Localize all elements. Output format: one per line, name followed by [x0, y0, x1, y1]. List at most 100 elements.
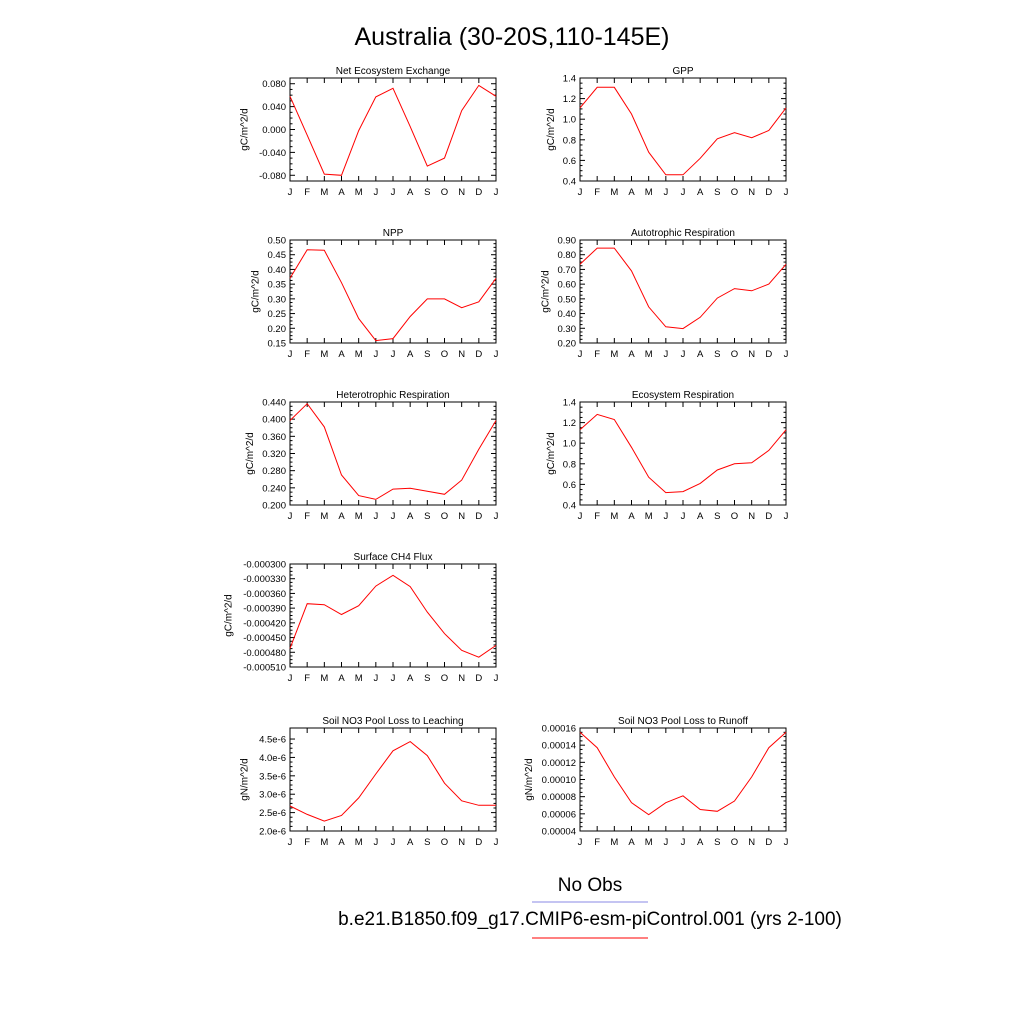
- panel-title: NPP: [383, 228, 404, 239]
- x-tick-label: S: [424, 511, 430, 522]
- x-tick-label: O: [731, 511, 738, 522]
- x-tick-label: F: [304, 349, 310, 360]
- y-tick-label: 0.280: [262, 466, 286, 477]
- x-tick-label: N: [748, 511, 755, 522]
- x-tick-label: S: [424, 349, 430, 360]
- y-tick-label: 0.20: [558, 339, 577, 350]
- x-tick-label: J: [288, 349, 293, 360]
- y-tick-label: -0.080: [259, 171, 286, 182]
- y-tick-label: -0.000300: [243, 560, 286, 571]
- plot-frame: [579, 727, 787, 832]
- x-tick-label: O: [441, 349, 448, 360]
- y-axis-label: gC/m^2/d: [540, 270, 551, 313]
- y-tick-label: 0.400: [262, 415, 286, 426]
- y-tick-label: 0.00010: [542, 775, 576, 786]
- x-tick-label: O: [731, 349, 738, 360]
- x-tick-label: S: [714, 349, 720, 360]
- x-tick-label: O: [731, 187, 738, 198]
- y-tick-label: 1.2: [563, 94, 576, 105]
- plot-frame: [579, 77, 787, 182]
- y-tick-label: 0.080: [262, 79, 286, 90]
- y-tick-label: 1.2: [563, 418, 576, 429]
- x-tick-label: J: [494, 349, 499, 360]
- x-tick-label: A: [338, 673, 345, 684]
- y-tick-label: 1.0: [563, 439, 576, 450]
- y-tick-label: -0.000450: [243, 633, 286, 644]
- x-tick-label: J: [663, 187, 668, 198]
- y-tick-label: 0.6: [563, 480, 576, 491]
- y-tick-label: -0.000390: [243, 604, 286, 615]
- y-tick-label: 0.4: [563, 501, 576, 512]
- x-tick-label: O: [441, 837, 448, 848]
- x-tick-label: A: [628, 511, 635, 522]
- y-tick-label: 0.15: [268, 339, 287, 350]
- y-tick-label: 0.90: [558, 236, 577, 247]
- panel-title: Soil NO3 Pool Loss to Leaching: [322, 716, 463, 727]
- x-tick-label: J: [373, 187, 378, 198]
- x-tick-label: M: [645, 837, 653, 848]
- legend: No Obs b.e21.B1850.f09_g17.CMIP6-esm-piC…: [338, 875, 842, 939]
- y-tick-label: 1.4: [563, 398, 576, 409]
- x-tick-label: M: [610, 187, 618, 198]
- x-tick-label: A: [407, 837, 414, 848]
- x-tick-label: O: [441, 673, 448, 684]
- series-line: [579, 86, 787, 176]
- legend-label-model: b.e21.B1850.f09_g17.CMIP6-esm-piControl.…: [338, 909, 842, 930]
- y-axis-label: gN/m^2/d: [240, 758, 251, 801]
- x-tick-label: A: [338, 187, 345, 198]
- y-tick-label: 0.00016: [542, 724, 576, 735]
- x-tick-label: M: [645, 187, 653, 198]
- x-tick-label: J: [288, 837, 293, 848]
- x-tick-label: J: [391, 511, 396, 522]
- panel-title: Autotrophic Respiration: [631, 228, 735, 239]
- y-axis-label: gC/m^2/d: [223, 594, 234, 637]
- y-tick-label: 2.5e-6: [259, 808, 286, 819]
- y-tick-label: -0.040: [259, 148, 286, 159]
- x-tick-label: J: [784, 349, 789, 360]
- y-axis-label: gC/m^2/d: [245, 432, 256, 475]
- y-tick-label: 0.45: [268, 250, 287, 261]
- x-tick-label: A: [697, 511, 704, 522]
- x-tick-label: M: [320, 187, 328, 198]
- x-tick-label: N: [748, 349, 755, 360]
- y-tick-label: 0.00014: [542, 741, 576, 752]
- x-tick-label: J: [391, 187, 396, 198]
- x-tick-label: F: [304, 673, 310, 684]
- x-tick-label: J: [784, 187, 789, 198]
- x-tick-label: M: [645, 511, 653, 522]
- x-tick-label: M: [355, 349, 363, 360]
- x-tick-label: J: [373, 349, 378, 360]
- y-tick-label: 0.30: [268, 294, 287, 305]
- y-axis-label: gC/m^2/d: [250, 270, 261, 313]
- y-tick-label: 0.200: [262, 501, 286, 512]
- x-tick-label: S: [714, 837, 720, 848]
- x-tick-label: J: [288, 673, 293, 684]
- y-axis-label: gC/m^2/d: [546, 432, 557, 475]
- x-tick-label: J: [494, 187, 499, 198]
- series-line: [289, 249, 497, 342]
- x-tick-label: D: [475, 673, 482, 684]
- y-tick-label: 0.240: [262, 483, 286, 494]
- x-tick-label: J: [494, 511, 499, 522]
- x-tick-label: J: [784, 837, 789, 848]
- x-tick-label: J: [578, 187, 583, 198]
- x-tick-label: S: [424, 837, 430, 848]
- y-tick-label: 4.0e-6: [259, 753, 286, 764]
- x-tick-label: J: [663, 511, 668, 522]
- y-tick-label: 0.00004: [542, 827, 576, 838]
- x-tick-label: J: [681, 837, 686, 848]
- legend-label-no-obs: No Obs: [558, 875, 622, 896]
- series-line: [579, 413, 787, 494]
- x-tick-label: A: [628, 837, 635, 848]
- panel-title: Surface CH4 Flux: [354, 552, 433, 563]
- x-tick-label: F: [594, 837, 600, 848]
- y-tick-label: 0.70: [558, 265, 577, 276]
- x-tick-label: J: [681, 187, 686, 198]
- y-tick-label: 0.8: [563, 459, 576, 470]
- x-tick-label: D: [475, 349, 482, 360]
- panel-title: Ecosystem Respiration: [632, 390, 734, 401]
- x-tick-label: A: [338, 511, 345, 522]
- x-tick-label: F: [304, 187, 310, 198]
- x-tick-label: J: [288, 187, 293, 198]
